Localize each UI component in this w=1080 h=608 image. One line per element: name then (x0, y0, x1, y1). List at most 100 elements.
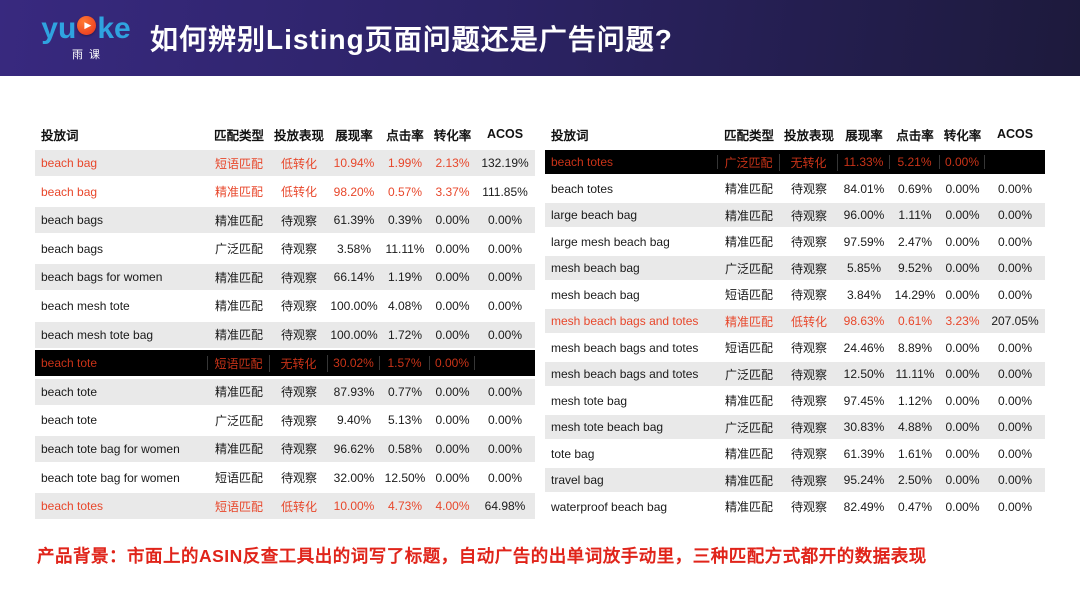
cell-ctr: 5.21% (890, 155, 940, 169)
cell-impression-rate: 11.33% (838, 155, 890, 169)
cell-impression-rate: 96.62% (333, 441, 375, 456)
cell-impression-rate: 97.45% (843, 393, 885, 408)
table-row: beach totes 广泛匹配 无转化 11.33% 5.21% 0.00% (545, 150, 1045, 174)
cell-impression-rate: 32.00% (333, 470, 375, 485)
cell-cvr: 0.00% (435, 270, 470, 285)
cell-keyword: mesh beach bags and totes (551, 340, 699, 355)
cell-performance: 待观察 (790, 500, 827, 514)
table-row: beach tote bag for women 精准匹配 待观察 96.62% 0.5… (35, 435, 535, 462)
cell-keyword: large mesh beach bag (551, 234, 670, 249)
cell-match-type: 短语匹配 (724, 288, 773, 302)
cell-keyword: beach tote bag for women (41, 441, 180, 456)
cell-keyword: beach mesh tote bag (41, 327, 154, 342)
play-icon: ▶ (77, 15, 97, 35)
cell-performance: 待观察 (790, 394, 827, 408)
cell-match-type: 精准匹配 (724, 500, 773, 514)
cell-performance: 待观察 (280, 213, 317, 228)
cell-match-type: 短语匹配 (208, 354, 270, 372)
cell-impression-rate: 30.02% (328, 356, 380, 371)
column-header-performance: 投放表现 (273, 128, 324, 143)
cell-cvr: 0.00% (940, 155, 985, 169)
cell-impression-rate: 100.00% (330, 298, 378, 313)
cell-keyword: beach mesh tote (41, 298, 130, 313)
cell-ctr: 1.61% (897, 446, 933, 461)
cell-acos: 0.00% (997, 499, 1033, 514)
column-header-performance: 投放表现 (783, 128, 834, 143)
cell-keyword: mesh beach bags and totes (551, 314, 699, 328)
cell-acos: 0.00% (997, 208, 1033, 222)
cell-impression-rate: 82.49% (843, 499, 885, 514)
cell-cvr: 0.00% (945, 499, 980, 514)
cell-ctr: 1.57% (380, 356, 430, 371)
cell-acos: 0.00% (997, 261, 1033, 275)
cell-acos: 0.00% (997, 473, 1033, 487)
logo-text-yu: yu (41, 12, 77, 45)
cell-match-type: 短语匹配 (214, 499, 263, 514)
cell-acos: 111.85% (482, 184, 528, 199)
cell-ctr: 4.88% (897, 420, 933, 434)
cell-acos: 0.00% (997, 340, 1033, 355)
cell-impression-rate: 10.94% (333, 156, 375, 170)
column-header-impression-rate: 展现率 (335, 128, 373, 143)
table-row: beach totes 精准匹配 待观察 84.01% 0.69% 0.00% 0.00% (545, 176, 1045, 201)
cell-performance: 待观察 (280, 413, 317, 428)
cell-keyword: beach bags for women (41, 270, 163, 285)
cell-match-type: 广泛匹配 (718, 153, 780, 171)
cell-acos: 64.98% (484, 499, 526, 514)
cell-performance: 待观察 (790, 261, 827, 276)
cell-impression-rate: 61.39% (843, 446, 885, 461)
column-header-cvr: 转化率 (433, 128, 472, 143)
cell-acos: 0.00% (487, 241, 523, 256)
table-row: beach tote 广泛匹配 待观察 9.40% 5.13% 0.00% 0.00% (35, 407, 535, 434)
cell-cvr: 0.00% (945, 261, 980, 275)
cell-ctr: 1.99% (387, 156, 423, 170)
cell-keyword: waterproof beach bag (551, 499, 668, 514)
cell-keyword: mesh beach bag (551, 287, 640, 302)
cell-cvr: 0.00% (945, 234, 980, 249)
cell-match-type: 精准匹配 (724, 447, 773, 461)
cell-performance: 待观察 (790, 235, 827, 249)
cell-impression-rate: 95.24% (843, 473, 885, 487)
cell-match-type: 精准匹配 (214, 270, 263, 285)
cell-ctr: 5.13% (387, 413, 423, 428)
cell-acos: 0.00% (487, 270, 523, 285)
cell-keyword: mesh beach bags and totes (551, 367, 699, 381)
cell-keyword: beach totes (41, 499, 104, 514)
table-row: beach bags 广泛匹配 待观察 3.58% 11.11% 0.00% 0.00% (35, 235, 535, 262)
cell-acos: 0.00% (997, 181, 1033, 196)
table-row: mesh beach bag 广泛匹配 待观察 5.85% 9.52% 0.00% 0.00… (545, 256, 1045, 280)
table-row: beach bags for women 精准匹配 待观察 66.14% 1.19% 0.… (35, 264, 535, 291)
cell-performance: 待观察 (280, 442, 317, 457)
cell-ctr: 1.72% (387, 327, 423, 342)
cell-keyword: mesh tote beach bag (551, 420, 664, 434)
column-header-keyword: 投放词 (551, 128, 589, 143)
cell-impression-rate: 9.40% (336, 413, 372, 428)
table-row: beach bag 短语匹配 低转化 10.94% 1.99% 2.13% 132.19% (35, 150, 535, 176)
cell-cvr: 0.00% (435, 470, 470, 485)
cell-performance: 待观察 (790, 420, 827, 435)
cell-acos: 0.00% (997, 234, 1033, 249)
table-row: beach tote 短语匹配 无转化 30.02% 1.57% 0.00% (35, 350, 535, 377)
cell-cvr: 0.00% (435, 298, 470, 313)
cell-acos: 0.00% (487, 327, 523, 342)
cell-acos: 0.00% (997, 287, 1033, 302)
cell-acos: 0.00% (487, 413, 523, 428)
cell-cvr: 0.00% (435, 327, 470, 342)
cell-performance: 低转化 (280, 499, 317, 514)
table-row: mesh beach bags and totes 短语匹配 待观察 24.46% 8.… (545, 335, 1045, 360)
cell-performance: 待观察 (790, 182, 827, 196)
cell-ctr: 11.11% (895, 367, 935, 381)
cell-keyword: beach bags (41, 213, 104, 228)
column-header-ctr: 点击率 (386, 128, 424, 143)
cell-performance: 待观察 (280, 270, 317, 285)
cell-impression-rate: 100.00% (330, 327, 378, 342)
column-header-acos: ACOS (486, 127, 524, 141)
cell-keyword: large beach bag (551, 208, 638, 222)
footer-note: 产品背景：市面上的ASIN反查工具出的词写了标题，自动广告的出单词放手动里，三种… (37, 546, 927, 566)
cell-ctr: 2.50% (897, 473, 933, 487)
page-title: 如何辨别Listing页面问题还是广告问题? (150, 24, 673, 55)
table-row: beach mesh tote bag 精准匹配 待观察 100.00% 1.72% 0.… (35, 321, 535, 348)
cell-acos: 0.00% (487, 470, 523, 485)
column-header-impression-rate: 展现率 (845, 128, 883, 143)
cell-performance: 待观察 (280, 328, 317, 343)
